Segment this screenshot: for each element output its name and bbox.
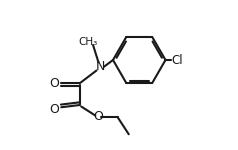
Text: O: O bbox=[93, 111, 103, 123]
Text: O: O bbox=[49, 103, 59, 116]
Text: O: O bbox=[49, 77, 59, 90]
Text: CH₃: CH₃ bbox=[79, 37, 98, 47]
Text: Cl: Cl bbox=[171, 54, 183, 66]
Text: N: N bbox=[96, 60, 105, 73]
